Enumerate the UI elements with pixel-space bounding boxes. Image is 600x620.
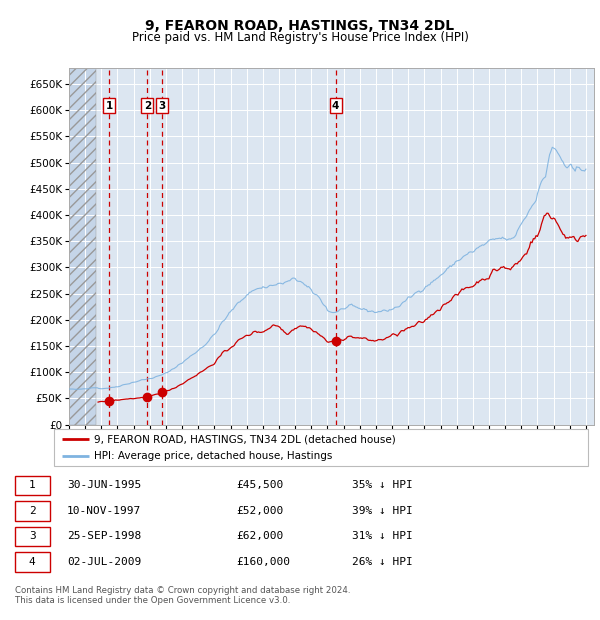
Text: £62,000: £62,000: [236, 531, 283, 541]
Text: HPI: Average price, detached house, Hastings: HPI: Average price, detached house, Hast…: [94, 451, 332, 461]
FancyBboxPatch shape: [15, 527, 50, 546]
Text: £45,500: £45,500: [236, 480, 283, 490]
Text: Contains HM Land Registry data © Crown copyright and database right 2024.
This d: Contains HM Land Registry data © Crown c…: [15, 586, 350, 605]
Text: 30-JUN-1995: 30-JUN-1995: [67, 480, 142, 490]
Text: 1: 1: [106, 100, 113, 110]
Text: 3: 3: [158, 100, 166, 110]
Text: 9, FEARON ROAD, HASTINGS, TN34 2DL: 9, FEARON ROAD, HASTINGS, TN34 2DL: [145, 19, 455, 33]
Text: 25-SEP-1998: 25-SEP-1998: [67, 531, 142, 541]
Text: 10-NOV-1997: 10-NOV-1997: [67, 506, 142, 516]
FancyBboxPatch shape: [15, 502, 50, 521]
Text: 2: 2: [29, 506, 35, 516]
Text: 3: 3: [29, 531, 35, 541]
Text: 4: 4: [332, 100, 339, 110]
Text: £52,000: £52,000: [236, 506, 283, 516]
Text: 31% ↓ HPI: 31% ↓ HPI: [352, 531, 413, 541]
Text: £160,000: £160,000: [236, 557, 290, 567]
Text: 2: 2: [144, 100, 151, 110]
Text: 1: 1: [29, 480, 35, 490]
Text: 39% ↓ HPI: 39% ↓ HPI: [352, 506, 413, 516]
Text: 26% ↓ HPI: 26% ↓ HPI: [352, 557, 413, 567]
Text: 35% ↓ HPI: 35% ↓ HPI: [352, 480, 413, 490]
FancyBboxPatch shape: [15, 476, 50, 495]
Text: 4: 4: [29, 557, 35, 567]
FancyBboxPatch shape: [15, 552, 50, 572]
Text: 02-JUL-2009: 02-JUL-2009: [67, 557, 142, 567]
FancyBboxPatch shape: [54, 429, 588, 466]
Text: Price paid vs. HM Land Registry's House Price Index (HPI): Price paid vs. HM Land Registry's House …: [131, 31, 469, 44]
Text: 9, FEARON ROAD, HASTINGS, TN34 2DL (detached house): 9, FEARON ROAD, HASTINGS, TN34 2DL (deta…: [94, 434, 396, 444]
